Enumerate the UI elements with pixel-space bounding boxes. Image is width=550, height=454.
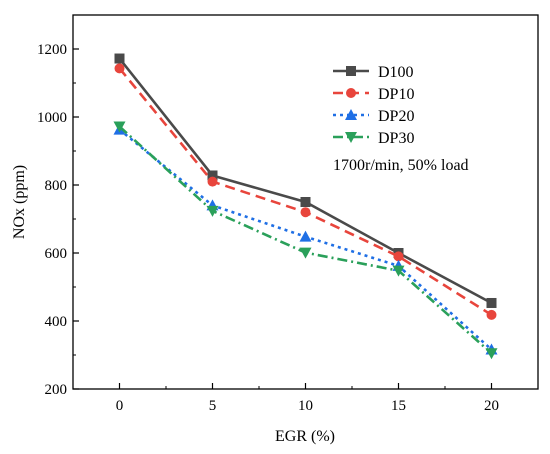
y-tick-label: 1200 (37, 42, 67, 58)
y-tick-label: 200 (45, 382, 68, 398)
legend-marker-dp10 (346, 88, 356, 98)
y-tick-label: 1000 (37, 110, 67, 126)
legend-label-d100: D100 (378, 64, 414, 81)
data-point-dp10 (114, 63, 125, 74)
x-axis-label: EGR (%) (275, 428, 335, 445)
x-tick-label: 15 (391, 398, 406, 414)
data-point-dp10 (207, 176, 218, 187)
data-point-d100 (114, 53, 125, 64)
y-axis-label: NOx (ppm) (11, 165, 28, 239)
x-tick-label: 0 (116, 398, 124, 414)
data-point-dp30 (485, 348, 498, 360)
legend: D100 DP10 DP20 DP30 (333, 64, 414, 147)
data-point-dp30 (392, 265, 405, 277)
legend-marker-dp30 (345, 132, 357, 143)
y-tick-label: 600 (45, 246, 68, 262)
data-point-d100 (300, 197, 311, 207)
legend-label-dp20: DP20 (378, 108, 414, 125)
legend-marker-dp20 (345, 109, 357, 120)
y-axis-ticks: 200 400 600 800 1000 1200 (37, 42, 79, 398)
legend-label-dp10: DP10 (378, 86, 414, 103)
data-point-dp10 (486, 309, 497, 320)
y-tick-label: 800 (45, 178, 68, 194)
data-point-d100 (486, 297, 497, 308)
legend-label-dp30: DP30 (378, 130, 414, 147)
legend-marker-d100 (346, 66, 356, 76)
data-point-dp10 (393, 251, 404, 262)
series-line-d100 (118, 57, 493, 305)
series-line-dp10 (118, 67, 493, 316)
x-tick-label: 20 (484, 398, 499, 414)
x-axis-ticks: 0 5 10 15 20 (116, 383, 499, 414)
data-point-dp30 (299, 247, 312, 259)
data-point-dp30 (206, 205, 219, 217)
x-tick-label: 5 (209, 398, 217, 414)
y-tick-label: 400 (45, 314, 68, 330)
data-point-dp10 (300, 207, 311, 218)
chart-annotation: 1700r/min, 50% load (333, 157, 469, 174)
series-layer (113, 53, 498, 360)
x-tick-label: 10 (298, 398, 313, 414)
data-point-dp30 (113, 121, 126, 133)
data-point-d100 (207, 170, 218, 181)
data-point-dp20 (299, 230, 312, 242)
